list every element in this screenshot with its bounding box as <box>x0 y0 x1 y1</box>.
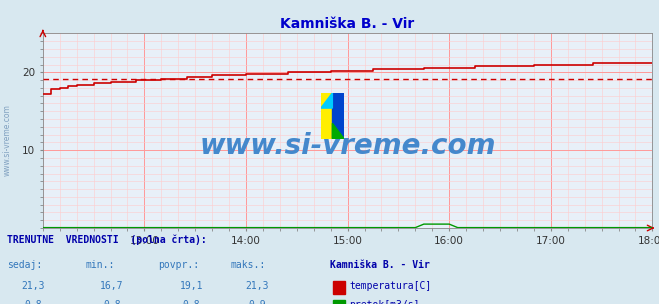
Text: pretok[m3/s]: pretok[m3/s] <box>349 300 420 304</box>
Text: sedaj:: sedaj: <box>7 260 42 270</box>
Bar <box>333 281 345 294</box>
Title: Kamniška B. - Vir: Kamniška B. - Vir <box>281 17 415 31</box>
Text: maks.:: maks.: <box>231 260 266 270</box>
Text: temperatura[C]: temperatura[C] <box>349 281 432 291</box>
Text: www.si-vreme.com: www.si-vreme.com <box>200 132 496 160</box>
Text: 16,7: 16,7 <box>100 281 124 291</box>
Text: 21,3: 21,3 <box>21 281 45 291</box>
Text: Kamniška B. - Vir: Kamniška B. - Vir <box>330 260 430 270</box>
Bar <box>332 93 344 139</box>
Text: 0,8: 0,8 <box>103 300 121 304</box>
Text: 0,9: 0,9 <box>248 300 266 304</box>
Text: 21,3: 21,3 <box>245 281 269 291</box>
Text: TRENUTNE  VREDNOSTI  (polna črta):: TRENUTNE VREDNOSTI (polna črta): <box>7 235 206 245</box>
Text: 0,8: 0,8 <box>24 300 42 304</box>
Polygon shape <box>332 123 344 139</box>
Text: povpr.:: povpr.: <box>158 260 199 270</box>
Text: 0,8: 0,8 <box>183 300 200 304</box>
Polygon shape <box>321 93 332 108</box>
Bar <box>333 300 345 304</box>
Text: 19,1: 19,1 <box>179 281 203 291</box>
Text: www.si-vreme.com: www.si-vreme.com <box>3 104 12 176</box>
Text: min.:: min.: <box>86 260 115 270</box>
Bar <box>321 93 332 139</box>
